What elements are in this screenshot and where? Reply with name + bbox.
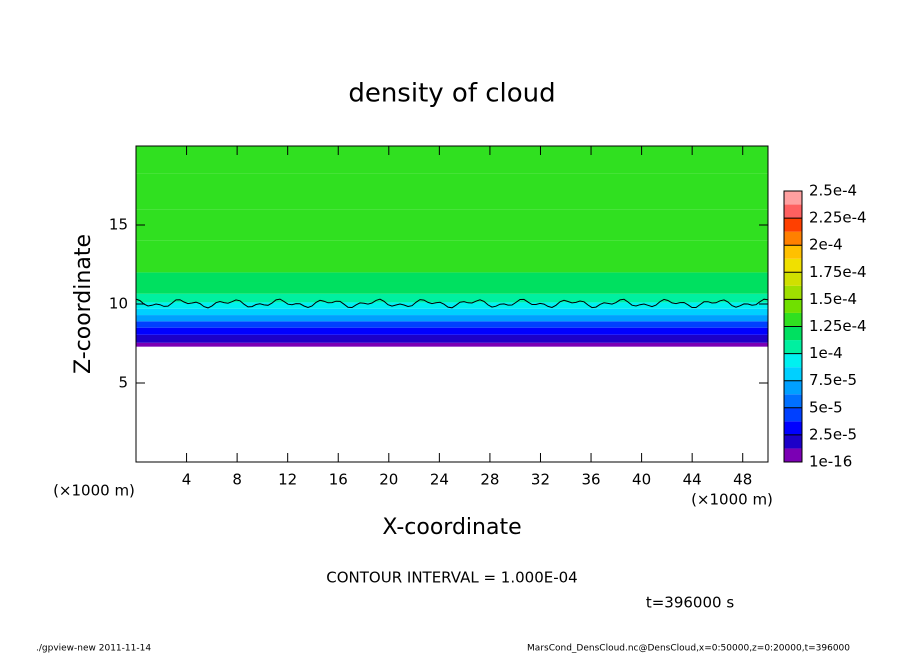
colorbar-swatch [784,434,802,449]
field-band [136,209,768,241]
colorbar-swatch [784,326,802,341]
colorbar-swatch [784,204,802,219]
field-band [136,240,768,273]
colorbar-label: 2e-4 [809,236,843,254]
field-band [136,308,768,316]
x-tick-label: 20 [379,471,398,489]
y-tick-label: 5 [118,374,128,392]
colorbar-swatch [784,394,802,408]
x-tick-label: 24 [430,471,449,489]
colorbar-label: 1e-4 [809,344,843,362]
footer-left: ./gpview-new 2011-11-14 [36,644,151,654]
colorbar-swatch [784,299,802,313]
colorbar-label: 2.25e-4 [809,209,867,227]
colorbar-swatch [784,367,802,381]
x-tick-label: 48 [733,471,752,489]
field-band [136,315,768,322]
contour-line [135,298,769,309]
field-band [136,321,768,328]
field-band [136,272,768,294]
colorbar-swatch [784,272,802,286]
x-tick-label: 4 [182,471,192,489]
x-axis-label: X-coordinate [382,515,521,540]
colorbar-swatch [784,258,802,273]
chart-title: density of cloud [348,79,555,109]
x-unit: (×1000 m) [691,491,773,509]
colorbar-swatch [784,191,802,205]
field-band [136,334,768,343]
colorbar-swatch [784,380,802,395]
colorbar-label: 1.75e-4 [809,263,867,281]
field-band [136,302,768,309]
colorbar-swatch [784,312,802,327]
colorbar-swatch [784,231,802,246]
colorbar-swatch [784,285,802,300]
colorbar-label: 2.5e-4 [809,182,857,200]
y-axis-label: Z-coordinate [71,234,96,374]
y-tick-label: 10 [109,295,128,313]
colorbar-label: 5e-5 [809,398,843,416]
field-band [136,293,768,303]
field-band [136,327,768,335]
x-tick-label: 16 [329,471,348,489]
x-tick-label: 28 [480,471,499,489]
footer-right: MarsCond_DensCloud.nc@DensCloud,x=0:5000… [527,644,850,654]
y-unit: (×1000 m) [53,482,135,500]
field-band [136,173,768,210]
colorbar-swatch [784,407,802,422]
time-note: t=396000 s [646,594,734,612]
field-band [136,342,768,347]
colorbar-label: 1e-16 [809,453,852,471]
colorbar-label: 1.25e-4 [809,317,867,335]
x-tick-label: 36 [581,471,600,489]
colorbar-swatch [784,340,802,354]
colorbar-label: 1.5e-4 [809,290,857,308]
colorbar-swatch [784,353,802,368]
colorbar-label: 2.5e-5 [809,425,857,443]
x-tick-label: 12 [278,471,297,489]
x-tick-label: 32 [531,471,550,489]
colorbar-swatch [784,218,802,232]
y-tick-label: 15 [109,216,128,234]
colorbar-swatch [784,245,802,259]
colorbar-label: 7.5e-5 [809,371,857,389]
x-tick-label: 8 [232,471,242,489]
colorbar-swatch [784,421,802,435]
x-tick-label: 44 [683,471,702,489]
contour-note: CONTOUR INTERVAL = 1.000E-04 [326,569,577,587]
field-band [136,146,768,174]
colorbar-swatch [784,448,802,462]
x-tick-label: 40 [632,471,651,489]
